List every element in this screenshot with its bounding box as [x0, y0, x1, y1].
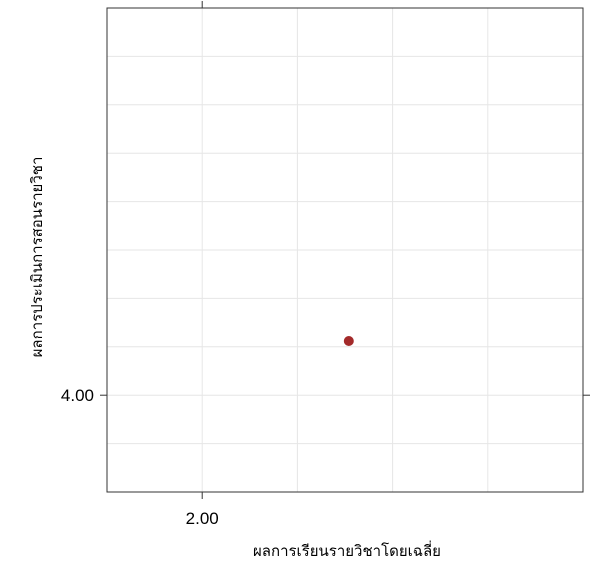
y-tick-label: 4.00	[61, 386, 94, 405]
data-points	[343, 335, 354, 346]
x-tick-label: 2.00	[186, 509, 219, 528]
plot-frame	[106, 7, 584, 493]
x-axis-title: ผลการเรียนรายวิชาโดยเฉลี่ย	[253, 540, 441, 560]
y-axis-title: ผลการประเมินการสอนรายวิชา	[28, 157, 46, 358]
grid-lines	[107, 8, 583, 492]
data-point	[343, 335, 354, 346]
axis-ticks: 2.00 4.00	[61, 1, 590, 528]
